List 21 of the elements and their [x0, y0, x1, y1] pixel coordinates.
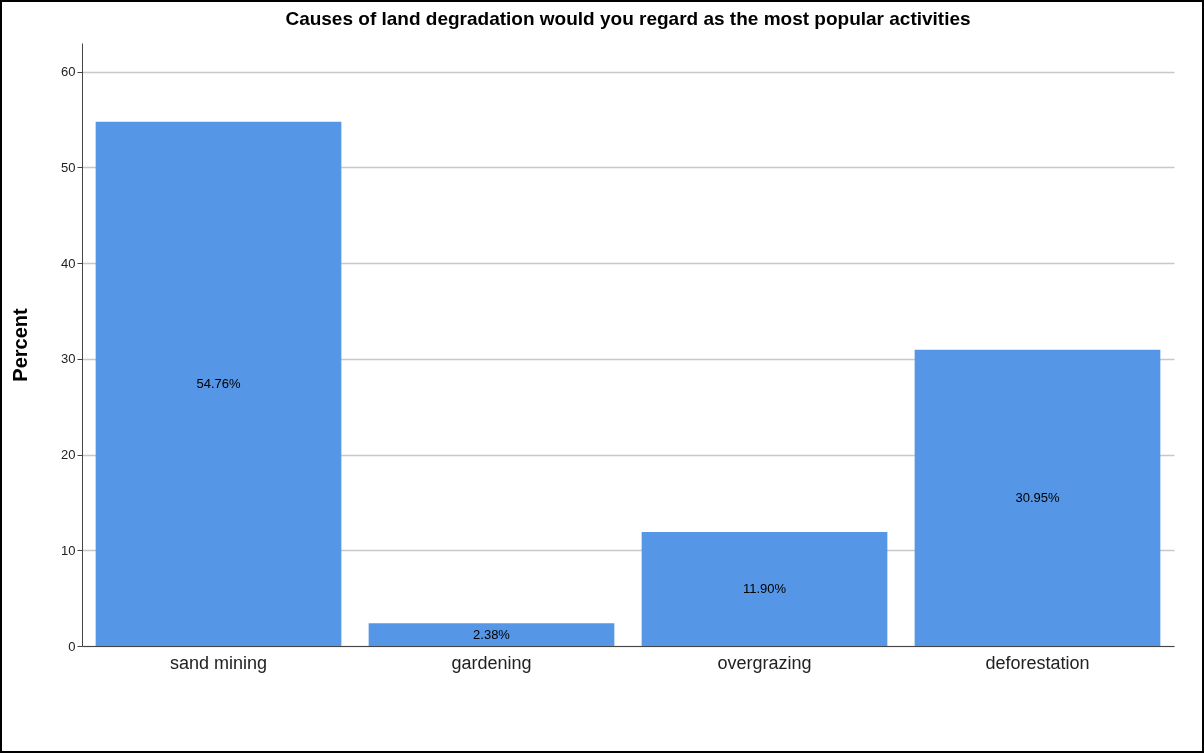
y-tick-label: 0 [68, 638, 76, 654]
y-tick-label: 50 [61, 159, 76, 175]
bar [641, 532, 888, 646]
x-tick-label: sand mining [169, 652, 268, 673]
y-tick-label: 60 [61, 64, 76, 80]
x-tick-label: gardening [451, 652, 532, 673]
bar [368, 623, 615, 646]
y-tick-label: 20 [61, 447, 76, 463]
data-label: 2.38% [473, 626, 511, 642]
chart-title: Causes of land degradation would you regard as the most popular activities [285, 8, 971, 29]
y-tick-label: 40 [61, 255, 76, 271]
bar [95, 121, 342, 646]
y-tick-label: 10 [61, 542, 76, 558]
data-label: 30.95% [1015, 489, 1060, 505]
y-tick-label: 30 [61, 351, 76, 367]
data-label: 11.90% [742, 581, 787, 597]
x-tick-label: deforestation [985, 652, 1090, 673]
data-label: 54.76% [196, 375, 241, 391]
bar [914, 349, 1161, 646]
x-tick-label: overgrazing [717, 652, 812, 673]
y-axis-title: Percent [9, 307, 32, 382]
